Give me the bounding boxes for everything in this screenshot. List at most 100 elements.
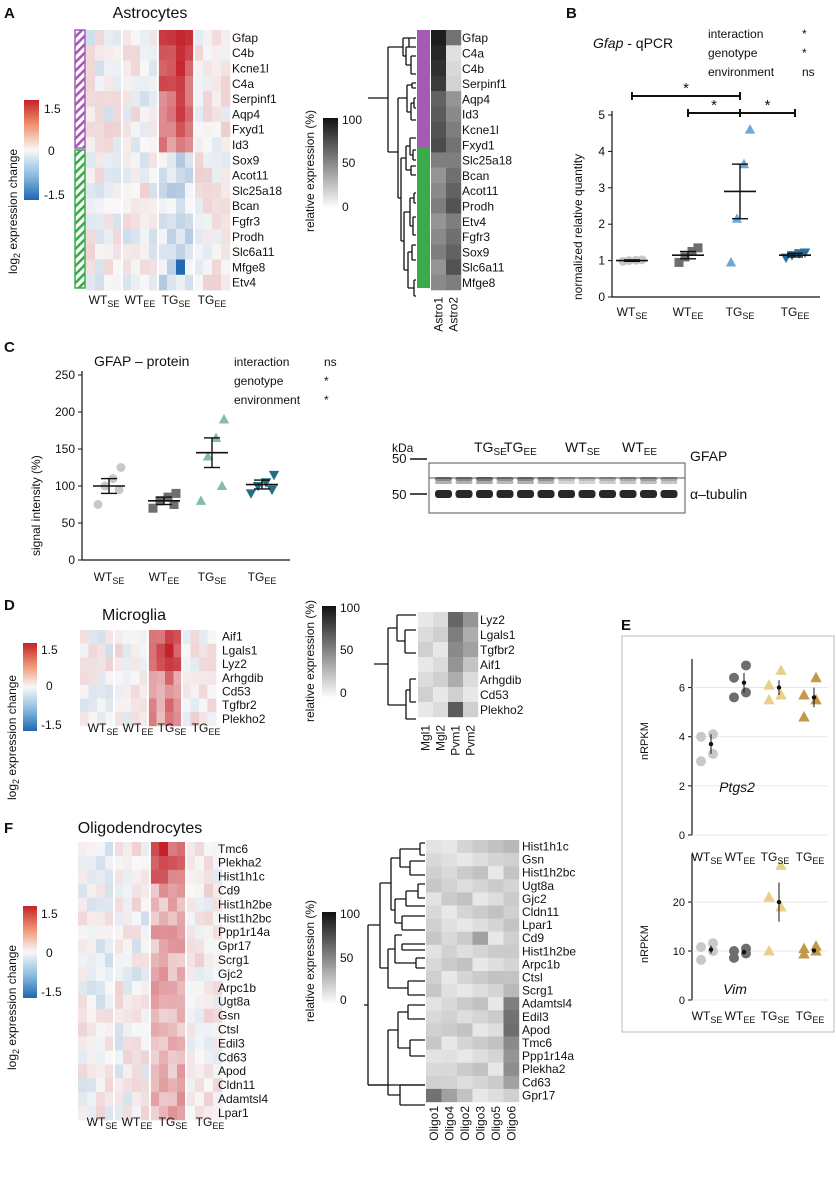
oligo-fc-cell bbox=[150, 981, 160, 996]
oligo-fc-cell bbox=[168, 1078, 178, 1093]
oligo-fc-cell bbox=[177, 1106, 187, 1121]
astro-fc-cell bbox=[95, 244, 105, 260]
oligo-rel-cell bbox=[503, 853, 520, 867]
astro-purple-group-bar bbox=[74, 29, 86, 149]
blot-gfap-band bbox=[578, 477, 596, 481]
oligo-fc-cell bbox=[96, 1092, 106, 1107]
astro-fc-cell bbox=[221, 167, 231, 184]
astro-fc-cell bbox=[203, 137, 213, 153]
oligo-rel-cell bbox=[441, 840, 458, 854]
astro-fc-cell bbox=[95, 183, 105, 199]
oligo-fc-cell bbox=[96, 1064, 106, 1079]
micro-fc-cell bbox=[199, 657, 208, 672]
protein-ylabel: signal intensity (%) bbox=[29, 455, 43, 556]
astro-fc-cell bbox=[122, 183, 132, 199]
micro-fc-cell bbox=[139, 630, 149, 644]
oligo-fc-cell bbox=[105, 1078, 115, 1093]
micro-fc-cell bbox=[122, 698, 132, 713]
micro-fc-cell bbox=[122, 643, 132, 658]
astro-rel-cell bbox=[431, 274, 447, 291]
oligo-fc-cell bbox=[195, 967, 205, 982]
oligo-fc-cell bbox=[195, 855, 205, 871]
oligo-fc-cell bbox=[96, 869, 106, 884]
oligo-rel-col-label: Oligo4 bbox=[442, 1106, 456, 1141]
astro-fc-cell bbox=[194, 91, 204, 107]
astro-fc-cell bbox=[131, 198, 141, 214]
oligo-rel-cell bbox=[441, 971, 458, 985]
astro-rel-gene-label: Bcan bbox=[462, 169, 489, 183]
oligo-fc-cell bbox=[87, 911, 97, 926]
astro-rel-cell bbox=[446, 228, 462, 245]
oligo-rel-cell bbox=[472, 879, 489, 893]
ptgs2-mean-dot bbox=[776, 685, 782, 690]
astro-fc-cell bbox=[167, 183, 177, 199]
astro-fc-cell bbox=[221, 106, 231, 123]
vim-ytick-label: 0 bbox=[679, 995, 685, 1007]
blot-group-label: WTEE bbox=[622, 439, 657, 458]
qpcr-stat-sig: ns bbox=[802, 65, 815, 79]
oligo-fc-cell bbox=[168, 842, 178, 857]
astro-fc-gene-label: Prodh bbox=[232, 230, 264, 244]
vim-ylabel: nRPKM bbox=[639, 925, 651, 963]
oligo-rel-cell bbox=[426, 905, 442, 919]
micro-rel-tick: 50 bbox=[340, 643, 354, 657]
oligo-rel-cell bbox=[441, 918, 458, 932]
astro-fc-cell bbox=[113, 259, 123, 276]
astro-fc-cell bbox=[194, 152, 204, 168]
blot-tubulin-band bbox=[660, 490, 678, 498]
ptgs2-point bbox=[763, 693, 775, 705]
micro-rel-cell bbox=[463, 702, 479, 718]
astro-fc-cell bbox=[122, 274, 132, 291]
oligo-fc-cell bbox=[141, 925, 151, 940]
astro-fc-cell bbox=[149, 259, 159, 276]
micro-fc-cell bbox=[182, 698, 191, 713]
astro-fc-cell bbox=[203, 60, 213, 77]
oligo-fc-cell bbox=[105, 953, 115, 968]
micro-rel-tick: 0 bbox=[340, 686, 347, 700]
astro-fc-cell bbox=[104, 60, 114, 77]
western-blot: kDa TGSE TGEE WTSE WTEE 50 50 GFAP α–tub… bbox=[392, 439, 747, 514]
oligo-fc-cell bbox=[159, 1078, 169, 1093]
astro-fc-cell bbox=[176, 198, 186, 214]
astro-rel-cell bbox=[431, 259, 447, 275]
astro-fc-cell bbox=[86, 198, 96, 214]
oligo-rel-gene-label: Adamtsl4 bbox=[522, 997, 572, 1011]
astro-fc-cell bbox=[104, 152, 114, 168]
oligo-fc-cell bbox=[177, 967, 187, 982]
micro-fc-cell bbox=[190, 630, 200, 644]
astro-rel-purple-bar bbox=[417, 30, 430, 148]
qpcr-ylabel: normalized relative quantity bbox=[571, 154, 585, 300]
oligo-fc-cell bbox=[159, 1106, 169, 1121]
astro-fc-cell bbox=[122, 152, 132, 168]
oligo-fc-cell bbox=[159, 855, 169, 871]
astro-fc-cell bbox=[95, 30, 105, 46]
oligo-fc-cell bbox=[87, 939, 97, 954]
oligo-fc-cell bbox=[195, 925, 205, 940]
micro-fc-cell bbox=[156, 643, 166, 658]
protein-ytick-label: 50 bbox=[62, 516, 76, 530]
astro-fc-cell bbox=[95, 60, 105, 77]
astro-fc-cell bbox=[122, 60, 132, 77]
oligo-rel-cell bbox=[426, 840, 442, 854]
oligo-rel-cell bbox=[457, 1010, 473, 1024]
astro-fc-cell bbox=[176, 244, 186, 260]
protein-stat-sig: ns bbox=[324, 355, 337, 369]
oligo-rel-cell bbox=[488, 866, 504, 880]
oligo-rel-cell bbox=[441, 1049, 458, 1063]
blot-tubulin-band bbox=[476, 490, 493, 498]
micro-group-label: WTSE bbox=[88, 721, 119, 737]
astro-rel-gene-label: Id3 bbox=[462, 108, 479, 122]
astro-rel-cell bbox=[446, 106, 462, 122]
micro-fc-cell bbox=[114, 712, 123, 727]
astro-fc-cell bbox=[86, 183, 96, 199]
oligo-fc-cell bbox=[87, 1078, 97, 1093]
oligo-rel-cell bbox=[426, 1023, 442, 1037]
micro-fc-cell bbox=[114, 684, 123, 699]
astro-fc-cell bbox=[167, 121, 177, 138]
micro-fc-cell bbox=[88, 643, 98, 658]
astro-fc-cell bbox=[212, 228, 222, 245]
qpcr-stat-term: interaction bbox=[708, 27, 763, 41]
oligo-rel-cell bbox=[488, 1010, 504, 1024]
oligo-fc-cell bbox=[132, 967, 142, 982]
micro-fc-cell bbox=[156, 657, 166, 672]
